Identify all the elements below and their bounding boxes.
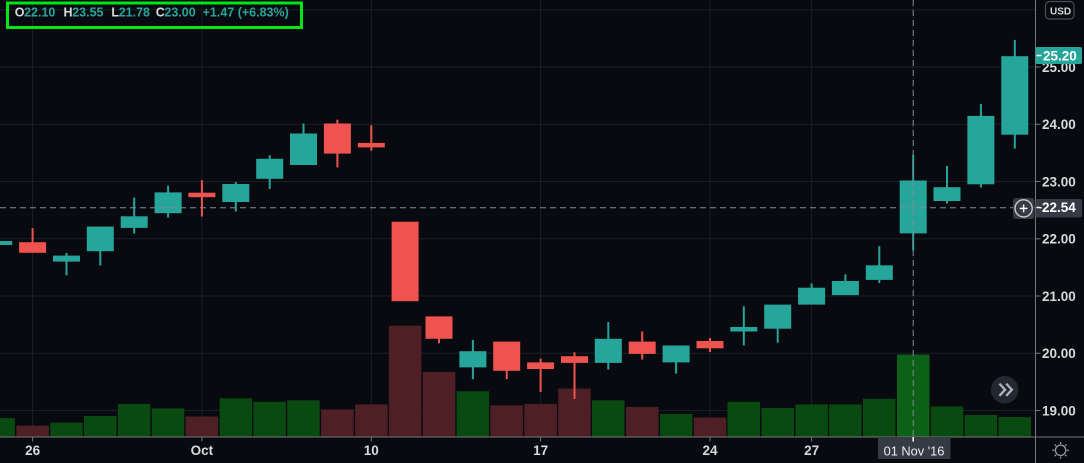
svg-text:19.00: 19.00 — [1042, 403, 1076, 418]
svg-text:21.78: 21.78 — [119, 6, 150, 20]
svg-text:24: 24 — [702, 443, 718, 458]
svg-text:10: 10 — [364, 443, 379, 458]
svg-text:C: C — [156, 6, 165, 20]
svg-text:01 Nov '16: 01 Nov '16 — [884, 443, 945, 458]
svg-text:O: O — [15, 6, 25, 20]
svg-text:+1.47 (+6.83%): +1.47 (+6.83%) — [203, 6, 289, 20]
svg-text:26: 26 — [25, 443, 41, 458]
svg-text:L: L — [111, 6, 119, 20]
svg-text:23.00: 23.00 — [1042, 174, 1076, 189]
svg-text:27: 27 — [804, 443, 819, 458]
svg-text:USD: USD — [1050, 7, 1071, 18]
svg-text:23.55: 23.55 — [72, 6, 103, 20]
svg-text:H: H — [64, 6, 73, 20]
svg-text:23.00: 23.00 — [164, 6, 195, 20]
svg-text:22.54: 22.54 — [1042, 200, 1076, 215]
svg-text:17: 17 — [533, 443, 548, 458]
svg-text:20.00: 20.00 — [1042, 346, 1076, 361]
svg-text:24.00: 24.00 — [1042, 117, 1076, 132]
svg-text:21.00: 21.00 — [1042, 289, 1076, 304]
svg-text:Oct: Oct — [191, 443, 214, 458]
svg-text:22.10: 22.10 — [24, 6, 55, 20]
svg-text:25.20: 25.20 — [1043, 48, 1077, 63]
svg-text:22.00: 22.00 — [1042, 232, 1076, 247]
